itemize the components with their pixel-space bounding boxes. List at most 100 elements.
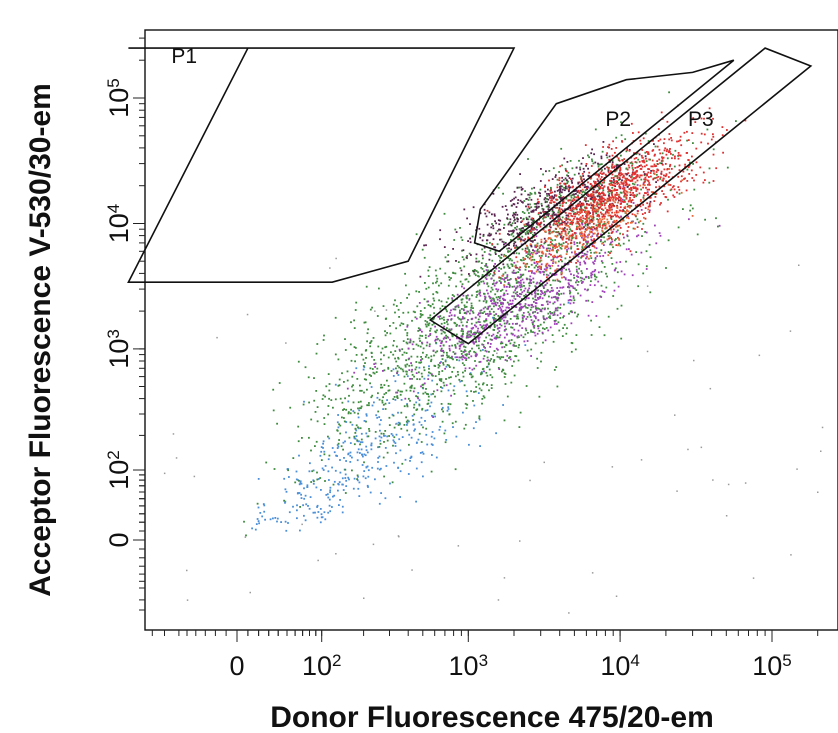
data-point: [527, 193, 530, 196]
data-point: [591, 243, 594, 245]
data-point: [590, 198, 593, 201]
data-point: [485, 336, 487, 339]
data-point: [369, 491, 372, 494]
data-point: [427, 316, 430, 319]
data-point: [635, 161, 638, 164]
data-point: [544, 211, 546, 213]
data-point: [587, 236, 589, 239]
data-point: [490, 335, 493, 337]
data-point: [439, 238, 441, 241]
data-point: [535, 282, 538, 285]
data-point: [543, 461, 545, 464]
data-point: [628, 239, 630, 242]
data-point: [376, 396, 379, 399]
data-point: [532, 249, 534, 252]
data-point: [492, 238, 495, 241]
data-point: [558, 232, 561, 235]
data-point: [462, 330, 464, 333]
data-point: [381, 347, 384, 350]
data-point: [640, 209, 643, 211]
data-point: [710, 138, 713, 141]
data-point: [446, 409, 449, 412]
data-point: [594, 161, 597, 164]
data-point: [522, 217, 525, 220]
data-point: [440, 329, 443, 332]
data-point: [590, 257, 593, 259]
data-point: [399, 324, 402, 327]
data-point: [623, 180, 626, 182]
data-point: [431, 454, 433, 456]
data-point: [298, 479, 300, 482]
data-point: [595, 276, 598, 279]
data-point: [601, 181, 604, 184]
data-point: [691, 207, 694, 210]
data-point: [521, 235, 524, 238]
data-point: [408, 357, 411, 360]
data-point: [369, 345, 372, 348]
data-point: [515, 271, 518, 274]
data-point: [436, 277, 439, 280]
data-point: [313, 377, 315, 379]
data-point: [475, 325, 478, 328]
data-point: [527, 289, 529, 292]
data-point: [506, 247, 509, 250]
data-point: [549, 284, 552, 286]
data-point: [420, 359, 422, 361]
data-point: [595, 251, 598, 254]
data-point: [409, 399, 411, 402]
data-point: [570, 229, 573, 232]
data-point: [441, 408, 443, 411]
data-point: [640, 459, 643, 461]
data-point: [373, 401, 375, 404]
data-point: [599, 222, 601, 225]
data-point: [542, 316, 545, 319]
data-point: [392, 368, 395, 371]
data-point: [526, 251, 528, 253]
data-point: [489, 290, 492, 293]
data-point: [539, 271, 542, 273]
data-point: [435, 291, 438, 293]
data-point: [380, 419, 382, 421]
data-point: [364, 362, 366, 364]
data-point: [563, 267, 565, 270]
data-point: [550, 186, 552, 189]
data-point: [442, 330, 445, 333]
data-point: [674, 149, 677, 152]
data-point: [621, 198, 624, 201]
data-point: [557, 249, 560, 252]
data-point: [686, 130, 688, 133]
data-point: [523, 225, 526, 228]
data-point: [343, 408, 345, 410]
data-point: [552, 197, 555, 200]
data-point: [593, 242, 596, 244]
data-point: [512, 203, 515, 205]
data-point: [495, 288, 498, 290]
data-point: [574, 213, 577, 216]
data-point: [637, 221, 640, 224]
data-point: [561, 197, 563, 199]
data-point: [635, 176, 638, 178]
data-point: [663, 149, 666, 152]
data-point: [442, 362, 444, 364]
data-point: [610, 190, 613, 193]
data-point: [600, 233, 602, 236]
data-point: [540, 304, 543, 306]
data-point: [475, 253, 478, 256]
data-point: [474, 351, 477, 354]
data-point: [485, 300, 488, 302]
data-point: [607, 190, 610, 193]
data-point: [543, 321, 545, 324]
data-point: [608, 166, 610, 169]
data-point: [335, 553, 337, 555]
data-point: [670, 153, 672, 155]
data-point: [667, 151, 670, 154]
data-point: [562, 316, 564, 319]
data-point: [509, 218, 512, 221]
data-point: [568, 230, 571, 233]
data-point: [578, 225, 581, 228]
data-point: [578, 191, 581, 194]
data-point: [500, 290, 502, 292]
data-point: [558, 245, 560, 247]
data-point: [444, 272, 447, 275]
data-point: [679, 139, 682, 142]
